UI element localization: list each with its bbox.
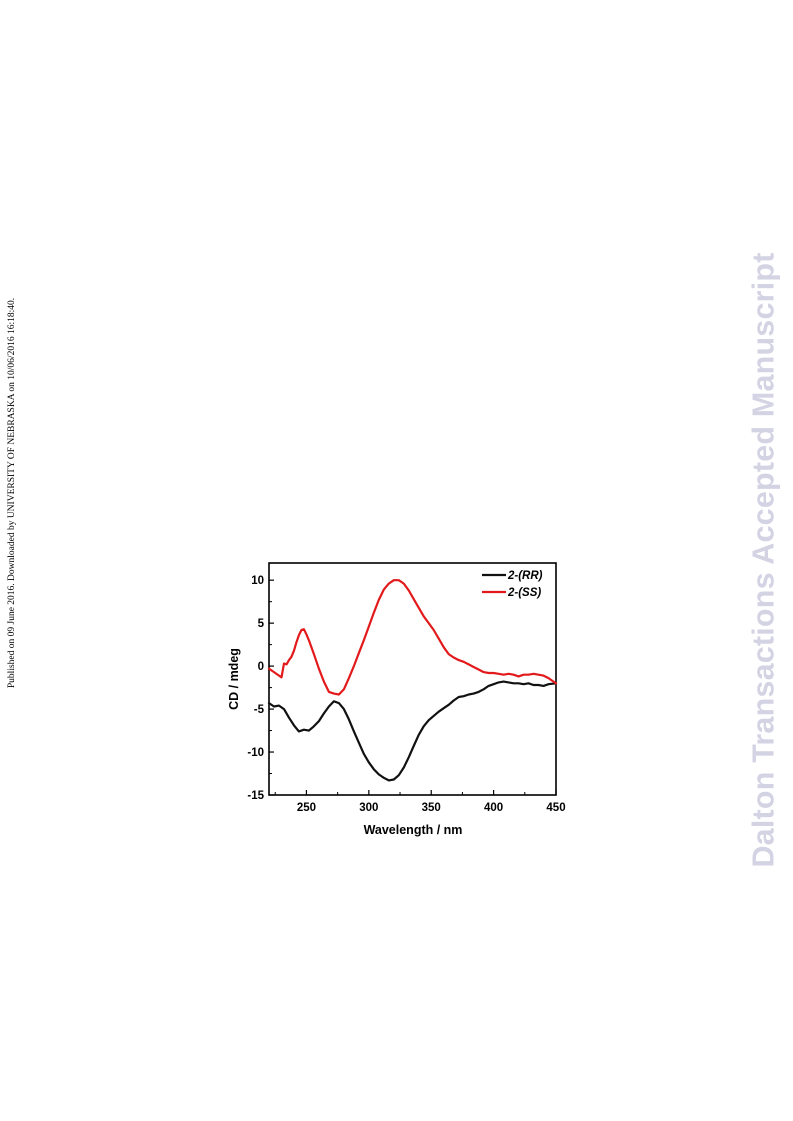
y-tick-label: -15: [247, 790, 264, 802]
y-axis-label: CD / mdeg: [227, 648, 241, 710]
legend-label-2: 2-(SS): [507, 587, 541, 599]
y-axis: 10 5 0 -5 -10 -15: [247, 575, 274, 802]
x-tick-label: 450: [546, 802, 565, 814]
x-tick-label: 300: [359, 802, 378, 814]
x-axis: 250 300 350 400 450: [274, 790, 566, 814]
y-tick-label: 0: [258, 661, 264, 673]
y-tick-label: 10: [251, 575, 264, 587]
series-line-2: [267, 579, 558, 696]
series-line-1: [267, 680, 558, 782]
x-tick-label: 250: [297, 802, 316, 814]
x-tick-label: 400: [484, 802, 503, 814]
x-axis-label: Wavelength / nm: [364, 823, 463, 837]
series-lines: [267, 579, 558, 782]
legend: 2-(RR) 2-(SS): [482, 570, 543, 599]
legend-label-1: 2-(RR): [507, 570, 543, 582]
plot-frame: [268, 562, 557, 796]
x-tick-label: 350: [422, 802, 441, 814]
y-tick-label: -10: [247, 747, 264, 759]
y-tick-label: -5: [254, 704, 265, 716]
y-tick-label: 5: [258, 618, 265, 630]
